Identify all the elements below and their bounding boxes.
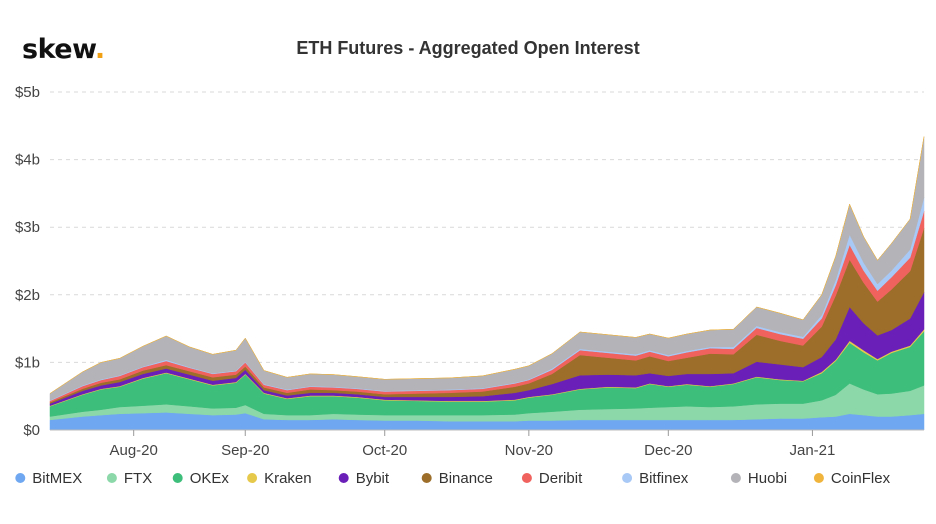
legend-label: CoinFlex	[831, 470, 891, 487]
chart-title: ETH Futures - Aggregated Open Interest	[296, 38, 640, 58]
legend-marker	[622, 473, 633, 483]
legend-label: BitMEX	[32, 470, 82, 487]
x-axis: Aug-20 Sep-20 Oct-20 Nov-20 Dec-20 Jan-21	[50, 429, 924, 459]
y-tick-label: $2b	[15, 287, 40, 304]
legend-marker	[421, 473, 432, 483]
logo-text: skew	[22, 34, 95, 65]
skew-logo: skew.	[22, 34, 105, 65]
legend-item-huobi[interactable]: Huobi	[730, 470, 787, 487]
y-axis: $0 $1b $2b $3b $4b $5b	[15, 84, 40, 439]
legend-item-bitmex[interactable]: BitMEX	[15, 470, 82, 487]
legend-item-deribit[interactable]: Deribit	[521, 470, 583, 487]
legend-label: Huobi	[748, 470, 787, 487]
y-tick-label: $3b	[15, 219, 40, 236]
legend-item-coinflex[interactable]: CoinFlex	[813, 470, 891, 487]
legend-label: Deribit	[539, 470, 583, 487]
legend-label: Kraken	[264, 470, 312, 487]
stacked-areas	[49, 136, 925, 431]
y-tick-label: $4b	[15, 152, 40, 169]
legend-item-kraken[interactable]: Kraken	[247, 470, 312, 487]
area-series-coinflex	[49, 136, 925, 394]
legend-marker	[15, 473, 26, 483]
legend-label: OKEx	[190, 470, 230, 487]
legend-marker	[730, 473, 741, 483]
legend-label: Binance	[439, 470, 493, 487]
legend-item-bybit[interactable]: Bybit	[338, 470, 390, 487]
legend-marker	[521, 473, 532, 483]
x-tick-label: Jan-21	[789, 442, 835, 459]
legend-marker	[172, 473, 183, 483]
legend-marker	[813, 473, 824, 483]
legend-marker	[106, 473, 117, 483]
legend[interactable]: BitMEX FTX OKEx Kraken Bybit Binance Deribit Bi…	[15, 470, 891, 487]
x-tick-label: Aug-20	[109, 442, 157, 459]
legend-label: FTX	[124, 470, 152, 487]
legend-item-binance[interactable]: Binance	[421, 470, 493, 487]
x-tick-label: Sep-20	[221, 442, 269, 459]
x-tick-label: Dec-20	[644, 442, 692, 459]
legend-marker	[247, 473, 258, 483]
x-tick-label: Nov-20	[505, 442, 553, 459]
y-tick-label: $5b	[15, 84, 40, 101]
logo-dot: .	[94, 34, 105, 65]
x-tick-label: Oct-20	[362, 442, 407, 459]
legend-item-bitfinex[interactable]: Bitfinex	[622, 470, 689, 487]
legend-label: Bitfinex	[639, 470, 689, 487]
y-tick-label: $0	[23, 422, 40, 439]
legend-item-okex[interactable]: OKEx	[172, 470, 230, 487]
legend-item-ftx[interactable]: FTX	[106, 470, 152, 487]
legend-label: Bybit	[356, 470, 390, 487]
legend-marker	[338, 473, 349, 483]
y-tick-label: $1b	[15, 354, 40, 371]
